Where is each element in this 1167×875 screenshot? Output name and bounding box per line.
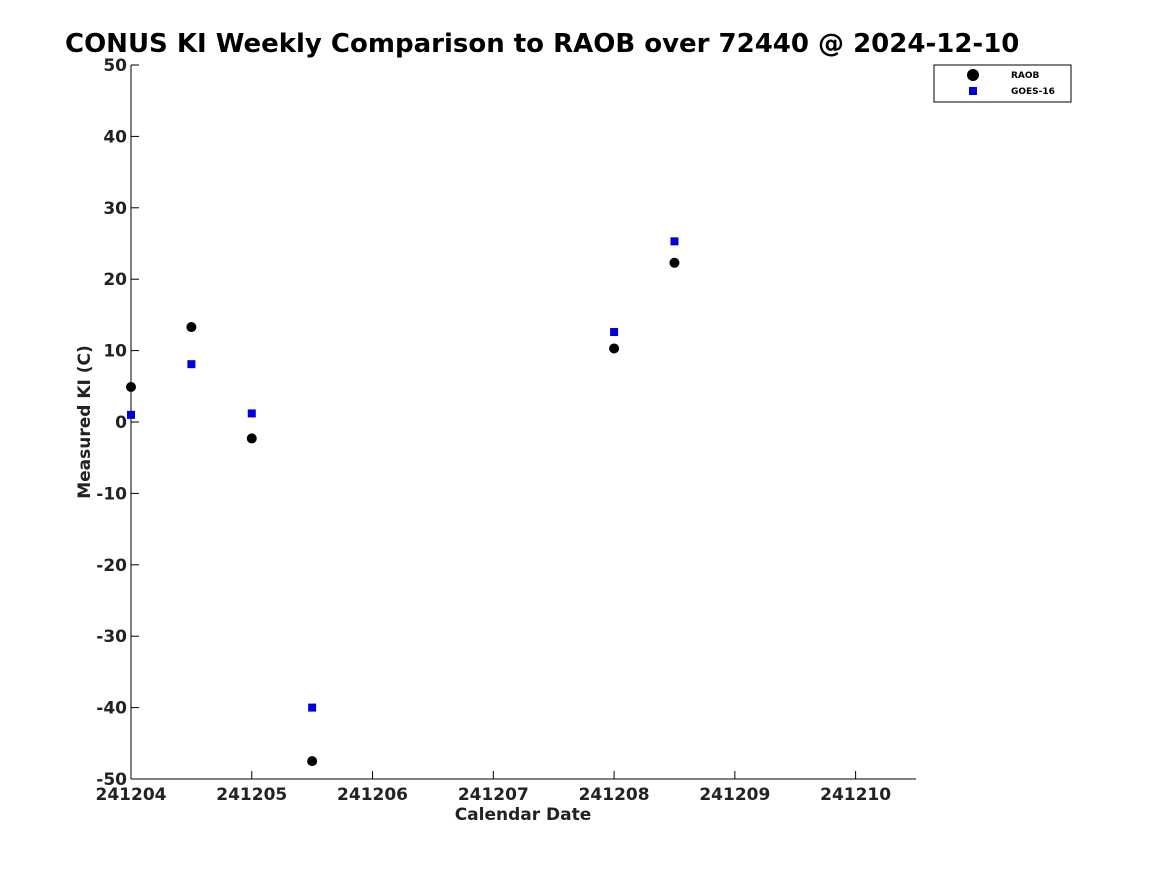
y-tick-label: 0 bbox=[115, 413, 127, 433]
legend-box bbox=[933, 64, 1072, 103]
y-tick-label: -20 bbox=[96, 556, 127, 576]
goes-16-point bbox=[670, 237, 679, 246]
legend-label-goes-16: GOES-16 bbox=[1011, 87, 1055, 97]
goes-16-point bbox=[187, 360, 196, 369]
y-axis-ticks: 50 40 30 20 10 0 -10 -20 -30 -40 -50 bbox=[96, 56, 139, 790]
y-tick-label: 20 bbox=[103, 270, 127, 290]
x-axis-label: Calendar Date bbox=[455, 805, 592, 825]
x-tick-label: 241206 bbox=[337, 785, 408, 805]
raob-point bbox=[246, 433, 257, 444]
goes-16-point bbox=[127, 410, 135, 419]
y-tick-label: -40 bbox=[96, 699, 127, 719]
y-tick-label: -50 bbox=[96, 770, 127, 790]
y-tick-label: 30 bbox=[103, 199, 127, 219]
raob-point bbox=[669, 257, 680, 268]
data-points bbox=[126, 237, 680, 767]
y-axis-label: Measured KI (C) bbox=[75, 345, 95, 499]
goes-16-point bbox=[247, 409, 256, 418]
goes-16-point bbox=[610, 328, 619, 337]
x-axis-ticks: 241204 241205 241206 241207 241208 241209 2412… bbox=[96, 771, 891, 805]
x-tick-label: 241204 bbox=[96, 785, 167, 805]
y-tick-label: 50 bbox=[103, 56, 127, 76]
x-tick-label: 241207 bbox=[458, 785, 529, 805]
x-tick-label: 241209 bbox=[699, 785, 770, 805]
y-tick-label: 40 bbox=[103, 127, 127, 147]
x-tick-label: 241210 bbox=[820, 785, 891, 805]
legend-marker-goes-16 bbox=[969, 87, 977, 95]
raob-point bbox=[126, 382, 136, 393]
legend-marker-raob bbox=[967, 69, 979, 81]
legend-items: RAOB GOES-16 bbox=[967, 69, 1055, 97]
y-tick-label: -30 bbox=[96, 627, 127, 647]
legend: RAOB GOES-16 bbox=[933, 64, 1072, 103]
raob-point bbox=[186, 322, 197, 333]
x-tick-label: 241205 bbox=[216, 785, 287, 805]
raob-point bbox=[307, 756, 318, 767]
y-tick-label: 10 bbox=[103, 342, 127, 362]
raob-point bbox=[609, 343, 620, 354]
chart-title: CONUS KI Weekly Comparison to RAOB over … bbox=[65, 29, 1019, 59]
x-tick-label: 241208 bbox=[579, 785, 650, 805]
goes-16-point bbox=[308, 703, 317, 712]
y-tick-label: -10 bbox=[96, 484, 127, 504]
legend-label-raob: RAOB bbox=[1011, 71, 1040, 81]
